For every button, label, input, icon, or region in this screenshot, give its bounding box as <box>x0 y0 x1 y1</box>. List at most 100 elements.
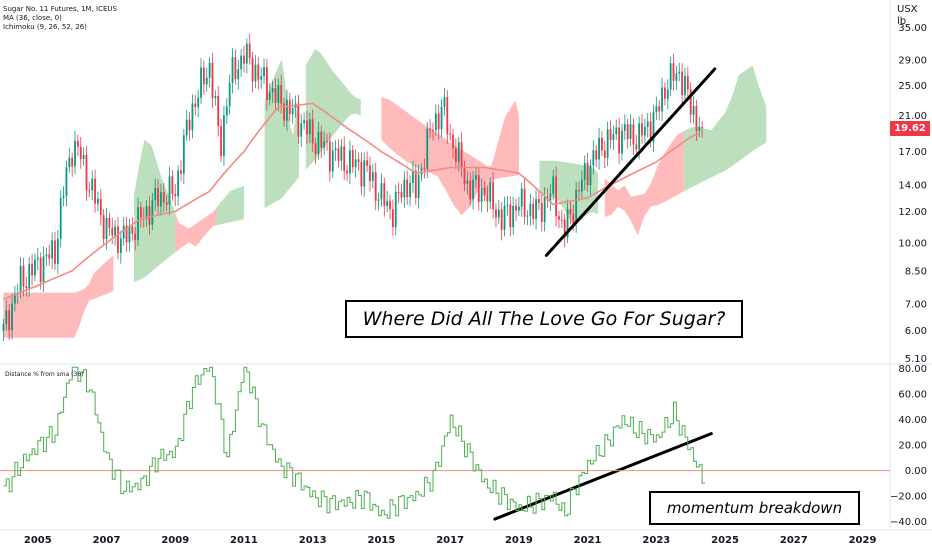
time-tick-label: 2013 <box>299 535 327 546</box>
candle-body <box>394 191 397 228</box>
price-tick-label: 12.00 <box>898 207 927 218</box>
candle-body <box>380 183 383 200</box>
candle-body <box>506 204 509 206</box>
candle-body <box>211 62 214 99</box>
candle-body <box>618 127 621 154</box>
candle-body <box>695 106 698 131</box>
time-tick-label: 2007 <box>93 535 121 546</box>
candle-body <box>406 179 409 198</box>
candle-body <box>675 73 678 81</box>
candle-body <box>377 199 380 201</box>
candle-body <box>200 67 202 98</box>
candle-body <box>517 206 520 211</box>
candle-body <box>457 142 460 163</box>
candle-body <box>569 209 572 214</box>
candle-body <box>366 160 369 166</box>
candle-body <box>105 217 108 240</box>
price-tick-label: 10.00 <box>898 238 927 249</box>
candle-body <box>698 126 701 131</box>
grid-layer <box>0 0 932 531</box>
candle-body <box>472 179 474 200</box>
candle-body <box>666 89 669 99</box>
candle-body <box>117 226 119 254</box>
candle-body <box>689 89 692 115</box>
candle-body <box>137 207 139 240</box>
candle-body <box>503 205 506 230</box>
candle-body <box>655 106 658 113</box>
time-tick-label: 2015 <box>368 535 396 546</box>
cloud-bearish <box>3 292 55 338</box>
candle-body <box>354 159 357 168</box>
candle-body <box>351 150 354 168</box>
candle-body <box>317 131 320 154</box>
candle-body <box>454 148 457 163</box>
candle-body <box>85 154 88 191</box>
candle-body <box>245 43 248 64</box>
candle-body <box>263 66 265 77</box>
candle-body <box>538 198 540 203</box>
candle-body <box>583 162 586 180</box>
candle-body <box>114 226 117 236</box>
candle-body <box>483 187 486 196</box>
oscillator-tick-label: 80.00 <box>898 364 927 375</box>
candle-body <box>42 256 45 283</box>
candle-body <box>188 119 191 131</box>
candle-body <box>194 103 197 107</box>
candle-body <box>111 227 114 236</box>
candle-body <box>684 76 686 96</box>
candle-body <box>374 172 377 201</box>
candle-body <box>197 97 200 107</box>
candle-body <box>148 206 151 225</box>
candle-body <box>346 170 348 174</box>
price-tick-label: 35.00 <box>898 23 927 34</box>
candle-body <box>589 165 592 186</box>
momentum-trendline <box>493 432 713 521</box>
candle-body <box>88 190 91 192</box>
candle-body <box>334 148 337 151</box>
candle-body <box>297 103 300 137</box>
candle-body <box>165 202 168 205</box>
candle-body <box>131 226 134 234</box>
candle-body <box>182 135 185 174</box>
price-tick-label: 17.00 <box>898 147 927 158</box>
candle-body <box>598 137 600 160</box>
oscillator-tick-label: 20.00 <box>898 441 927 452</box>
oscillator-layer <box>0 366 890 519</box>
candle-body <box>331 150 334 172</box>
candle-body <box>509 204 512 228</box>
candle-body <box>122 225 125 239</box>
cloud-bearish <box>604 131 684 236</box>
candle-body <box>243 55 245 64</box>
candle-body <box>523 188 526 217</box>
price-tick-label: 7.00 <box>905 300 927 311</box>
candle-body <box>389 200 391 210</box>
candle-body <box>578 189 580 192</box>
candle-body <box>512 205 515 228</box>
candle-body <box>328 141 331 172</box>
candle-body <box>437 113 440 130</box>
candle-body <box>363 160 366 187</box>
time-tick-label: 2029 <box>849 535 877 546</box>
candle-body <box>145 206 148 219</box>
candle-body <box>308 119 311 135</box>
price-tick-label: 14.00 <box>898 181 927 192</box>
candle-body <box>638 123 641 150</box>
candle-body <box>11 303 13 331</box>
candle-body <box>540 202 543 222</box>
cloud-bullish <box>216 185 244 226</box>
candle-body <box>119 238 122 254</box>
time-tick-label: 2005 <box>24 535 52 546</box>
candle-body <box>220 125 222 156</box>
candle-body <box>231 57 234 83</box>
candle-body <box>174 193 177 197</box>
oscillator-tick-label: 60.00 <box>898 390 927 401</box>
candle-body <box>495 209 497 218</box>
candle-body <box>466 180 469 184</box>
candle-body <box>202 67 205 85</box>
candle-body <box>555 176 558 217</box>
candle-body <box>460 142 463 168</box>
candle-body <box>434 113 437 131</box>
candle-body <box>280 84 283 104</box>
candle-body <box>306 120 308 135</box>
candle-body <box>102 215 105 240</box>
